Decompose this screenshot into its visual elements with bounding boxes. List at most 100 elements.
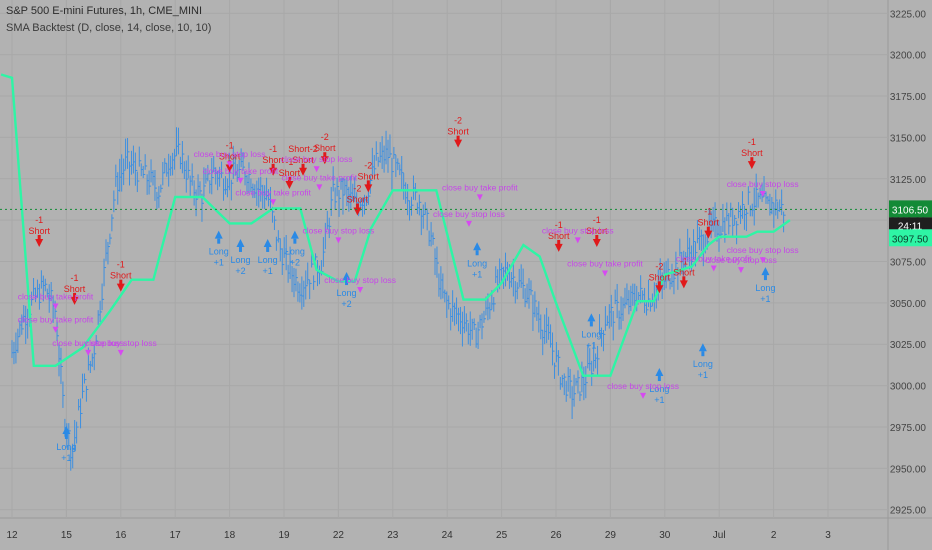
exit-arrow-icon — [574, 237, 581, 244]
short-size-label: -2 — [454, 116, 462, 126]
short-label: Short — [219, 151, 241, 161]
short-label: Short — [698, 218, 720, 228]
y-tick-label: 2975.00 — [890, 423, 927, 434]
exit-arrow-icon — [759, 191, 766, 198]
exit-label: close buy stop loss — [433, 209, 505, 219]
short-arrow-icon — [592, 238, 601, 247]
long-size-label: +2 — [341, 299, 351, 309]
exit-label: close buy stop loss — [85, 338, 157, 348]
long-arrow-icon — [62, 425, 71, 434]
short-label: Short — [358, 171, 380, 181]
exit-arrow-icon — [737, 267, 744, 274]
short-label: Short — [314, 143, 336, 153]
exit-arrow-icon — [313, 166, 320, 173]
exit-label: close buy stop loss — [52, 338, 124, 348]
symbol-title[interactable]: S&P 500 E-mini Futures, 1h, CME_MINI — [6, 5, 203, 17]
short-size-label: -2 — [364, 160, 372, 170]
y-tick-label: 3225.00 — [890, 9, 927, 20]
exit-arrow-icon — [270, 199, 277, 206]
short-arrow-icon — [704, 230, 713, 239]
short-label: Short — [586, 226, 608, 236]
short-arrow-icon — [225, 164, 234, 173]
long-label: Long — [337, 288, 357, 298]
long-label: Long — [581, 329, 601, 339]
exit-label: close buy stop loss — [542, 225, 614, 235]
long-label: Long — [649, 384, 669, 394]
x-tick-label: 3 — [825, 530, 831, 541]
x-tick-label: 30 — [659, 530, 671, 541]
time-axis[interactable]: 12 15 16 17 18 19 22 23 24 25 26 29 30 Jul 2 3 — [6, 530, 831, 541]
long-arrow-icon — [342, 272, 351, 281]
short-arrow-icon — [747, 161, 756, 170]
x-tick-label: 29 — [605, 530, 617, 541]
long-arrow-icon — [290, 230, 299, 239]
short-size-label: -2 — [655, 261, 663, 271]
y-tick-label: 3050.00 — [890, 299, 927, 310]
short-arrow-stem — [73, 292, 77, 298]
long-arrow-stem — [763, 275, 767, 281]
exit-label: close buy stop loss — [281, 154, 353, 164]
sma-line-path — [0, 73, 791, 377]
short-label: Short — [64, 284, 86, 294]
short-size-label: -1 — [117, 260, 125, 270]
exit-arrow-icon — [316, 184, 323, 191]
long-arrow-stem — [475, 250, 479, 256]
exit-label: close buy stop loss — [705, 255, 777, 265]
x-tick-label: 2 — [771, 530, 777, 541]
y-tick-label: 3175.00 — [890, 92, 927, 103]
long-arrow-stem — [701, 351, 705, 357]
x-tick-label: 17 — [170, 530, 182, 541]
exit-label: close buy stop loss — [302, 225, 374, 235]
exit-arrow-icon — [52, 303, 59, 310]
long-label: Long — [693, 359, 713, 369]
long-arrow-icon — [236, 238, 245, 247]
x-tick-label: 25 — [496, 530, 508, 541]
x-tick-label: 16 — [115, 530, 127, 541]
exit-label: close buy take profit — [282, 172, 358, 182]
short-size-label: -1 — [71, 273, 79, 283]
last-price-value: 3106.50 — [892, 205, 929, 216]
exit-label: close buy stop loss — [607, 381, 679, 391]
long-size-label: +2 — [290, 258, 300, 268]
short-label: Short — [28, 226, 50, 236]
short-label: Short — [741, 148, 763, 158]
short-arrow-stem — [706, 226, 710, 232]
sma-line — [0, 73, 791, 377]
short-size-label: -1 — [269, 144, 277, 154]
short-arrow-stem — [557, 239, 561, 245]
y-tick-label: 2925.00 — [890, 506, 927, 517]
x-tick-label: 22 — [333, 530, 345, 541]
short-arrow-icon — [655, 285, 664, 294]
long-arrow-stem — [217, 238, 221, 244]
sma-value: 3097.50 — [892, 234, 929, 245]
short-arrow-stem — [287, 177, 291, 183]
short-arrow-icon — [364, 184, 373, 193]
short-arrow-stem — [366, 180, 370, 186]
short-arrow-stem — [301, 163, 305, 169]
y-tick-label: 2950.00 — [890, 464, 927, 475]
x-tick-label: 24 — [442, 530, 454, 541]
short-arrow-icon — [35, 238, 44, 247]
short-arrow-icon — [285, 181, 294, 190]
exit-arrow-icon — [476, 194, 483, 201]
short-arrow-icon — [299, 167, 308, 176]
short-arrow-stem — [323, 152, 327, 158]
exit-label: close buy stop loss — [194, 149, 266, 159]
y-tick-label: 3150.00 — [890, 133, 927, 144]
exit-arrow-icon — [640, 392, 647, 399]
short-label: Short — [292, 155, 314, 165]
exit-arrow-icon — [465, 220, 472, 227]
y-tick-label: 3000.00 — [890, 382, 927, 393]
short-arrow-stem — [119, 279, 123, 285]
short-label: Short — [262, 155, 284, 165]
long-arrow-stem — [266, 246, 270, 252]
short-size-label: -1 — [285, 157, 293, 167]
indicator-title[interactable]: SMA Backtest (D, close, 14, close, 10, 1… — [6, 22, 212, 34]
short-size-label: -1 — [226, 140, 234, 150]
long-arrow-stem — [293, 238, 297, 244]
long-size-label: +1 — [760, 294, 770, 304]
